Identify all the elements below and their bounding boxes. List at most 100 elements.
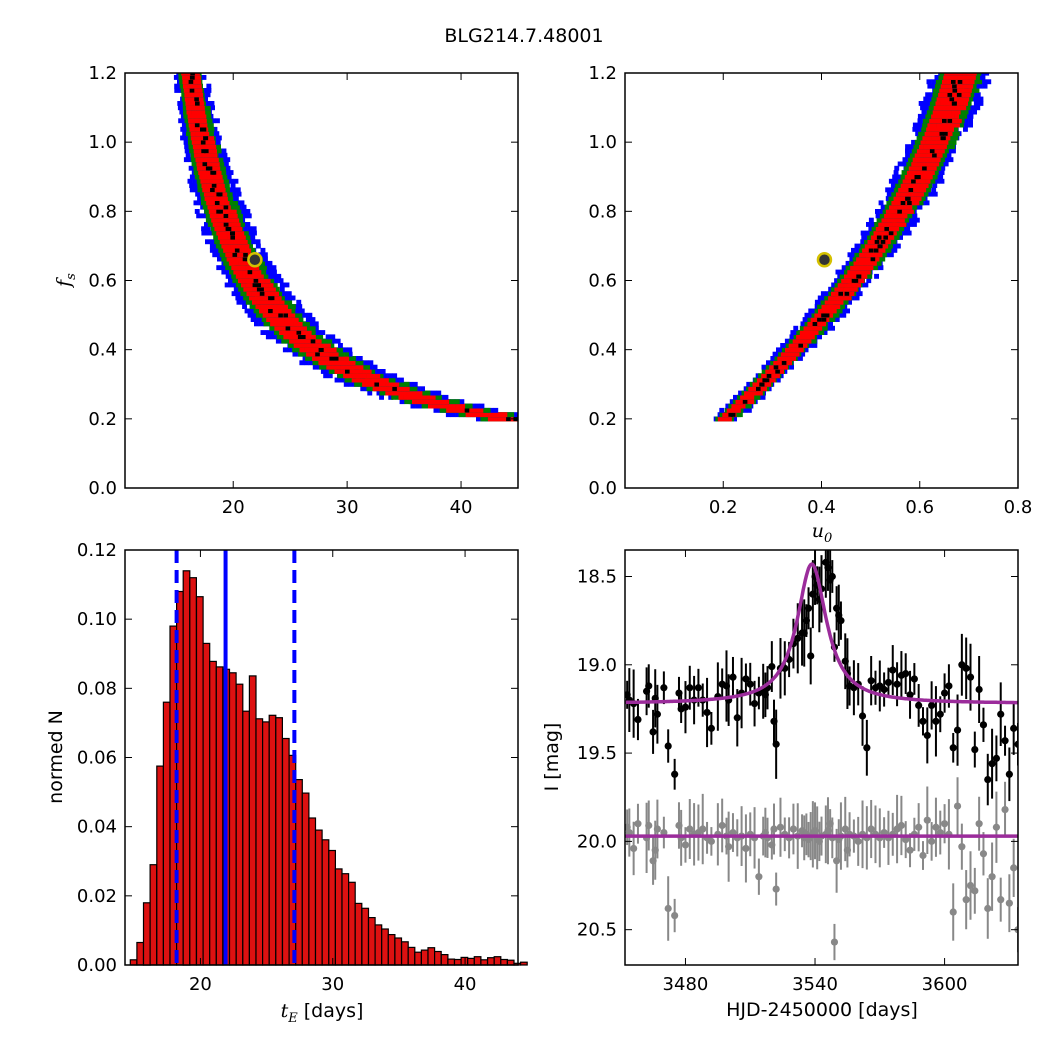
tr-core-cell bbox=[812, 321, 818, 326]
tl-density-cell bbox=[252, 312, 258, 318]
tr-density-cell bbox=[898, 204, 904, 210]
data-point bbox=[915, 701, 923, 710]
tl-density-cell bbox=[274, 325, 280, 331]
tl-density-cell bbox=[352, 369, 358, 374]
tr-density-cell bbox=[876, 260, 882, 266]
tl-density-cell bbox=[326, 364, 332, 370]
tr-density-cell bbox=[875, 209, 880, 214]
tr-density-cell bbox=[853, 273, 859, 279]
tl-density-cell bbox=[200, 157, 205, 163]
tl-density-cell bbox=[261, 278, 266, 284]
tr-density-cell bbox=[978, 96, 984, 102]
tr-ytick-label: 0.6 bbox=[588, 271, 617, 292]
data-point bbox=[910, 675, 918, 683]
tl-density-cell bbox=[260, 304, 265, 309]
tr-density-cell bbox=[938, 92, 943, 98]
tl-density-cell bbox=[245, 222, 251, 227]
tr-density-cell bbox=[843, 286, 849, 292]
tr-density-cell bbox=[831, 308, 837, 314]
tl-density-cell bbox=[212, 152, 218, 158]
tl-core-cell bbox=[310, 338, 316, 344]
tr-density-cell bbox=[908, 209, 914, 214]
tl-density-cell bbox=[312, 343, 317, 348]
tl-density-cell bbox=[525, 417, 530, 422]
tr-density-cell bbox=[807, 317, 813, 322]
data-point bbox=[893, 680, 901, 688]
tr-density-cell bbox=[869, 243, 875, 249]
tl-density-cell bbox=[249, 265, 255, 271]
tl-density-cell bbox=[229, 269, 234, 275]
data-point bbox=[880, 685, 888, 694]
tr-density-cell bbox=[963, 83, 969, 89]
tl-density-cell bbox=[290, 295, 296, 301]
histogram-bar bbox=[268, 714, 277, 966]
tr-density-cell bbox=[856, 269, 862, 275]
tr-density-cell bbox=[862, 247, 867, 253]
tl-density-cell bbox=[184, 135, 190, 141]
tr-density-cell bbox=[968, 83, 974, 89]
tr-density-cell bbox=[799, 325, 805, 331]
tl-density-cell bbox=[218, 157, 224, 163]
tl-density-cell bbox=[367, 390, 373, 396]
tl-density-cell bbox=[474, 412, 480, 418]
tl-density-cell bbox=[245, 282, 251, 288]
tl-core-cell bbox=[225, 226, 231, 231]
tr-density-cell bbox=[859, 278, 865, 284]
tr-density-cell bbox=[830, 286, 836, 292]
tr-density-cell bbox=[951, 92, 957, 98]
tr-density-cell bbox=[876, 217, 882, 223]
tr-density-cell bbox=[905, 183, 911, 188]
tr-density-cell bbox=[752, 381, 758, 387]
tl-core-cell bbox=[256, 286, 262, 292]
tl-density-cell bbox=[253, 308, 259, 314]
tr-density-cell bbox=[932, 92, 938, 98]
tl-density-cell bbox=[233, 196, 239, 201]
tl-density-cell bbox=[425, 399, 431, 405]
histogram-bar bbox=[401, 941, 409, 966]
tr-density-cell bbox=[726, 407, 732, 413]
tr-density-cell bbox=[874, 256, 880, 262]
tr-density-cell bbox=[904, 209, 910, 214]
tr-density-cell bbox=[753, 377, 759, 383]
tr-density-cell bbox=[878, 200, 884, 206]
tr-density-cell bbox=[947, 131, 953, 137]
tr-density-cell bbox=[944, 73, 950, 76]
tr-core-cell bbox=[908, 187, 914, 192]
data-point bbox=[915, 823, 923, 831]
tl-density-cell bbox=[178, 118, 184, 124]
tr-density-cell bbox=[852, 286, 858, 292]
tr-density-cell bbox=[909, 183, 915, 188]
tl-density-cell bbox=[327, 347, 332, 353]
tl-density-cell bbox=[391, 394, 397, 400]
tl-density-cell bbox=[178, 75, 184, 80]
tr-density-cell bbox=[738, 407, 744, 413]
tr-density-cell bbox=[975, 75, 981, 80]
tr-density-cell bbox=[732, 399, 738, 405]
tl-density-cell bbox=[312, 360, 318, 366]
tr-core-cell bbox=[883, 235, 888, 240]
tr-density-cell bbox=[886, 200, 892, 206]
tl-density-cell bbox=[531, 417, 536, 422]
tl-density-cell bbox=[212, 126, 218, 132]
tl-density-cell bbox=[245, 235, 251, 240]
tr-density-cell bbox=[873, 252, 878, 258]
tl-density-cell bbox=[470, 403, 476, 409]
tr-density-cell bbox=[850, 265, 855, 271]
tr-density-cell bbox=[769, 364, 775, 370]
data-point bbox=[772, 885, 780, 893]
tr-core-cell bbox=[824, 312, 830, 318]
tl-density-cell bbox=[231, 187, 237, 193]
tl-density-cell bbox=[178, 73, 184, 76]
tr-density-cell bbox=[902, 178, 908, 184]
tl-density-cell bbox=[469, 407, 475, 413]
tl-density-cell bbox=[215, 183, 221, 188]
tl-density-cell bbox=[248, 243, 253, 249]
bl-ylabel: normed N bbox=[45, 710, 67, 804]
tr-density-cell bbox=[917, 118, 923, 124]
tr-density-cell bbox=[925, 139, 930, 145]
tr-density-cell bbox=[847, 269, 853, 275]
tr-density-cell bbox=[935, 79, 941, 85]
tr-density-cell bbox=[812, 325, 818, 331]
tl-density-cell bbox=[192, 113, 198, 119]
tl-density-cell bbox=[381, 386, 387, 392]
